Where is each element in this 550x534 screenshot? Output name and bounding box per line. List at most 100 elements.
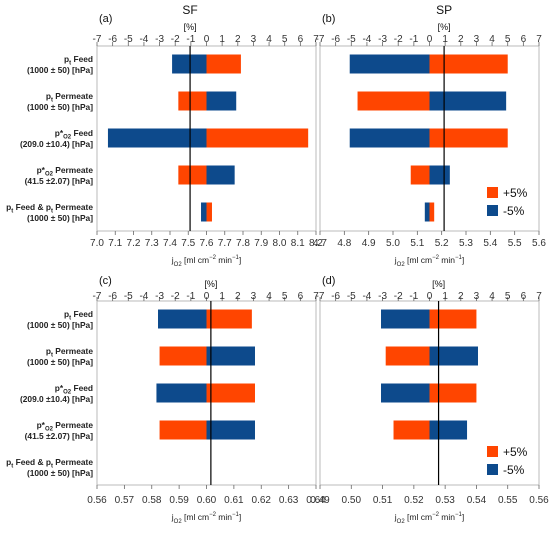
top-tick-label: -3 <box>155 34 164 45</box>
svg-text:(41.5 ±2.07) [hPa]: (41.5 ±2.07) [hPa] <box>25 176 94 186</box>
svg-text:(209.0 ±10.4) [hPa]: (209.0 ±10.4) [hPa] <box>20 394 93 404</box>
top-tick-label: 1 <box>442 34 448 45</box>
top-tick-label: 4 <box>266 291 272 302</box>
bar-minus5-2 <box>429 346 478 366</box>
top-tick-label: 1 <box>219 34 225 45</box>
top-tick-label: 1 <box>442 291 448 302</box>
bottom-tick-label: 0.55 <box>498 495 518 506</box>
top-tick-label: 0 <box>427 34 433 45</box>
top-tick-label: -2 <box>394 34 403 45</box>
top-tick-label: 4 <box>489 34 495 45</box>
top-tick-label: 2 <box>235 34 241 45</box>
bar-minus5-2 <box>206 346 255 366</box>
top-tick-label: 0 <box>204 34 210 45</box>
bottom-tick-label: 5.3 <box>459 238 473 249</box>
category-label-2: pt Permeate(1000 ± 50) [hPa] <box>27 346 93 367</box>
top-tick-label: -3 <box>378 291 387 302</box>
top-tick-label: -6 <box>331 291 340 302</box>
x-axis-label: jO2 [ml cm−2 min−1] <box>394 255 464 268</box>
bottom-tick-label: 8.2 <box>309 238 323 249</box>
top-tick-label: 4 <box>266 34 272 45</box>
bar-plus5-3 <box>429 128 508 148</box>
top-tick-label: -6 <box>108 291 117 302</box>
svg-text:(1000 ± 50) [hPa]: (1000 ± 50) [hPa] <box>27 357 93 367</box>
top-tick-label: -2 <box>171 291 180 302</box>
top-tick-label: -7 <box>93 291 102 302</box>
bottom-tick-label: 4.9 <box>362 238 376 249</box>
panel-d: -7 -6 -5 -4 -3 -2 -1 0 1 2 3 4 5 6 7[%]0.49 0.50 0.51 0.5… <box>310 275 549 525</box>
bottom-tick-label: 0.52 <box>404 495 424 506</box>
top-tick-label: 6 <box>521 291 527 302</box>
top-tick-label: -5 <box>124 34 133 45</box>
bar-plus5-3 <box>206 128 309 148</box>
top-tick-label: 7 <box>536 291 542 302</box>
top-tick-label: -1 <box>409 291 418 302</box>
top-tick-label: 3 <box>251 291 257 302</box>
bar-plus5-2 <box>357 91 430 111</box>
top-tick-label: -4 <box>139 34 148 45</box>
panel-label: (a) <box>99 13 112 25</box>
bottom-tick-label: 0.56 <box>87 495 107 506</box>
panel-title: SP <box>436 3 452 17</box>
top-tick-label: 2 <box>235 291 241 302</box>
top-tick-label: 0 <box>427 291 433 302</box>
top-tick-label: -1 <box>186 291 195 302</box>
top-tick-label: 1 <box>219 291 225 302</box>
category-label-2: pt Permeate(1000 ± 50) [hPa] <box>27 91 93 112</box>
top-tick-label: -4 <box>362 34 371 45</box>
top-tick-label: 5 <box>282 291 288 302</box>
category-label-3: p*O2 Feed(209.0 ±10.4) [hPa] <box>20 383 93 404</box>
bottom-tick-label: 0.57 <box>115 495 135 506</box>
svg-text:pt Feed & pt Permeate: pt Feed & pt Permeate <box>6 202 93 215</box>
svg-text:(1000 ± 50) [hPa]: (1000 ± 50) [hPa] <box>27 65 93 75</box>
bar-minus5-4 <box>429 165 450 185</box>
top-tick-label: 4 <box>489 291 495 302</box>
bottom-tick-label: 0.49 <box>310 495 330 506</box>
bottom-tick-label: 7.2 <box>127 238 141 249</box>
bottom-tick-label: 0.56 <box>529 495 549 506</box>
bottom-tick-label: 7.8 <box>236 238 250 249</box>
top-tick-label: -2 <box>394 291 403 302</box>
top-tick-label: 6 <box>298 291 304 302</box>
svg-text:(209.0 ±10.4) [hPa]: (209.0 ±10.4) [hPa] <box>20 139 93 149</box>
top-tick-label: -6 <box>108 34 117 45</box>
bar-minus5-5 <box>424 202 430 222</box>
top-axis-label: [%] <box>184 22 197 32</box>
bottom-tick-label: 7.1 <box>108 238 122 249</box>
bottom-tick-label: 7.9 <box>254 238 268 249</box>
top-tick-label: 7 <box>536 34 542 45</box>
bottom-tick-label: 0.61 <box>224 495 244 506</box>
bottom-tick-label: 5.6 <box>532 238 546 249</box>
bar-minus5-1 <box>158 309 207 329</box>
top-axis-label: [%] <box>204 279 217 289</box>
bar-minus5-4 <box>206 165 235 185</box>
x-axis-label: jO2 [ml cm−2 min−1] <box>394 512 464 525</box>
bottom-tick-label: 8.1 <box>291 238 305 249</box>
top-tick-label: -2 <box>171 34 180 45</box>
bar-plus5-1 <box>206 309 252 329</box>
svg-text:(41.5 ±2.07) [hPa]: (41.5 ±2.07) [hPa] <box>25 431 94 441</box>
bottom-tick-label: 7.5 <box>181 238 195 249</box>
svg-text:p*O2 Feed: p*O2 Feed <box>55 128 93 141</box>
bar-plus5-2 <box>385 346 430 366</box>
top-tick-label: -5 <box>124 291 133 302</box>
bottom-tick-label: 4.7 <box>313 238 327 249</box>
svg-text:p*O2 Permeate: p*O2 Permeate <box>37 420 94 433</box>
top-tick-label: -7 <box>316 291 325 302</box>
bar-minus5-1 <box>349 54 430 74</box>
top-axis-label: [%] <box>438 22 451 32</box>
top-tick-label: 7 <box>313 34 319 45</box>
bottom-tick-label: 0.64 <box>306 495 326 506</box>
bottom-tick-label: 5.0 <box>386 238 400 249</box>
bottom-tick-label: 5.5 <box>508 238 522 249</box>
top-tick-label: 6 <box>521 34 527 45</box>
svg-text:pt Feed: pt Feed <box>64 54 93 67</box>
bottom-tick-label: 5.4 <box>483 238 497 249</box>
bar-plus5-5 <box>206 202 212 222</box>
top-tick-label: -1 <box>409 34 418 45</box>
svg-text:(1000 ± 50) [hPa]: (1000 ± 50) [hPa] <box>27 213 93 223</box>
bottom-tick-label: 0.60 <box>197 495 217 506</box>
bar-minus5-4 <box>206 420 255 440</box>
top-tick-label: 5 <box>282 34 288 45</box>
